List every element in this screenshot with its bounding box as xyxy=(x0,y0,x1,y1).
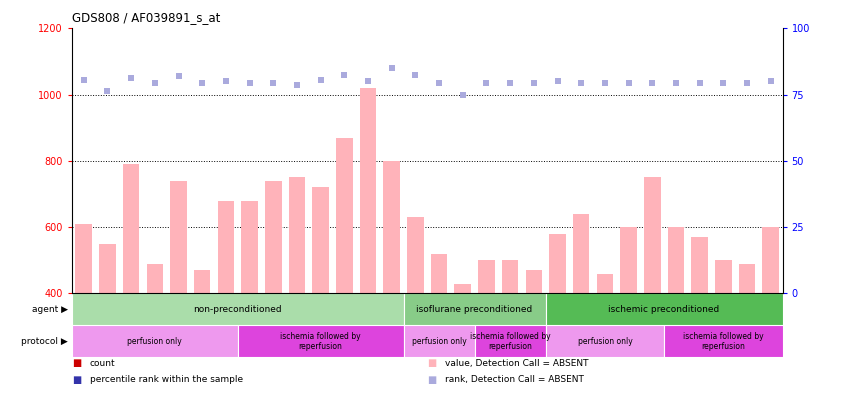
Text: perfusion only: perfusion only xyxy=(412,337,466,346)
Bar xyxy=(383,161,400,294)
Text: ■: ■ xyxy=(427,375,437,385)
Bar xyxy=(312,188,329,294)
Text: ischemic preconditioned: ischemic preconditioned xyxy=(608,305,720,314)
Text: agent ▶: agent ▶ xyxy=(31,305,68,314)
Point xyxy=(764,78,777,85)
Bar xyxy=(667,227,684,294)
Point xyxy=(527,80,541,86)
Bar xyxy=(549,234,566,294)
Point xyxy=(124,75,138,81)
Bar xyxy=(404,325,475,357)
Text: GDS808 / AF039891_s_at: GDS808 / AF039891_s_at xyxy=(72,11,220,24)
Bar xyxy=(546,294,783,325)
Bar xyxy=(715,260,732,294)
Point xyxy=(574,80,588,86)
Bar xyxy=(644,177,661,294)
Bar xyxy=(241,201,258,294)
Point xyxy=(480,80,493,86)
Bar xyxy=(99,244,116,294)
Bar xyxy=(620,227,637,294)
Bar xyxy=(217,201,234,294)
Text: perfusion only: perfusion only xyxy=(128,337,182,346)
Bar xyxy=(404,294,546,325)
Text: protocol ▶: protocol ▶ xyxy=(21,337,68,346)
Bar xyxy=(454,284,471,294)
Point xyxy=(503,80,517,86)
Text: non-preconditioned: non-preconditioned xyxy=(194,305,282,314)
Point xyxy=(385,65,398,71)
Point xyxy=(290,81,304,88)
Point xyxy=(717,80,730,86)
Point xyxy=(338,72,351,78)
Text: isoflurane preconditioned: isoflurane preconditioned xyxy=(416,305,533,314)
Bar xyxy=(762,227,779,294)
Point xyxy=(243,80,256,86)
Point xyxy=(101,88,114,94)
Text: ischemia followed by
reperfusion: ischemia followed by reperfusion xyxy=(280,332,361,351)
Bar xyxy=(238,325,404,357)
Point xyxy=(598,80,612,86)
Bar xyxy=(475,325,546,357)
Text: ■: ■ xyxy=(72,375,81,385)
Text: ischemia followed by
reperfusion: ischemia followed by reperfusion xyxy=(470,332,551,351)
Text: value, Detection Call = ABSENT: value, Detection Call = ABSENT xyxy=(445,358,589,368)
Point xyxy=(693,80,706,86)
Bar xyxy=(502,260,519,294)
Point xyxy=(551,78,564,85)
Bar xyxy=(170,181,187,294)
Bar xyxy=(336,138,353,294)
Point xyxy=(195,80,209,86)
Point xyxy=(219,78,233,85)
Bar xyxy=(691,237,708,294)
Point xyxy=(409,72,422,78)
Text: percentile rank within the sample: percentile rank within the sample xyxy=(90,375,243,384)
Bar xyxy=(478,260,495,294)
Bar xyxy=(431,254,448,294)
Point xyxy=(148,80,162,86)
Point xyxy=(432,80,446,86)
Text: count: count xyxy=(90,358,115,368)
Point xyxy=(740,80,754,86)
Bar xyxy=(739,264,755,294)
Bar xyxy=(123,164,140,294)
Point xyxy=(77,77,91,83)
Bar xyxy=(664,325,783,357)
Point xyxy=(361,78,375,85)
Bar xyxy=(573,214,590,294)
Point xyxy=(456,92,470,98)
Bar xyxy=(288,177,305,294)
Bar xyxy=(407,217,424,294)
Point xyxy=(669,80,683,86)
Bar xyxy=(360,88,376,294)
Point xyxy=(314,77,327,83)
Bar xyxy=(72,325,238,357)
Bar xyxy=(596,274,613,294)
Text: perfusion only: perfusion only xyxy=(578,337,632,346)
Bar xyxy=(146,264,163,294)
Text: rank, Detection Call = ABSENT: rank, Detection Call = ABSENT xyxy=(445,375,584,384)
Bar xyxy=(546,325,664,357)
Text: ischemia followed by
reperfusion: ischemia followed by reperfusion xyxy=(683,332,764,351)
Bar xyxy=(265,181,282,294)
Bar xyxy=(525,270,542,294)
Point xyxy=(645,80,659,86)
Point xyxy=(622,80,635,86)
Text: ■: ■ xyxy=(427,358,437,368)
Bar xyxy=(72,294,404,325)
Bar xyxy=(194,270,211,294)
Bar xyxy=(75,224,92,294)
Point xyxy=(266,80,280,86)
Text: ■: ■ xyxy=(72,358,81,368)
Point xyxy=(172,73,185,80)
